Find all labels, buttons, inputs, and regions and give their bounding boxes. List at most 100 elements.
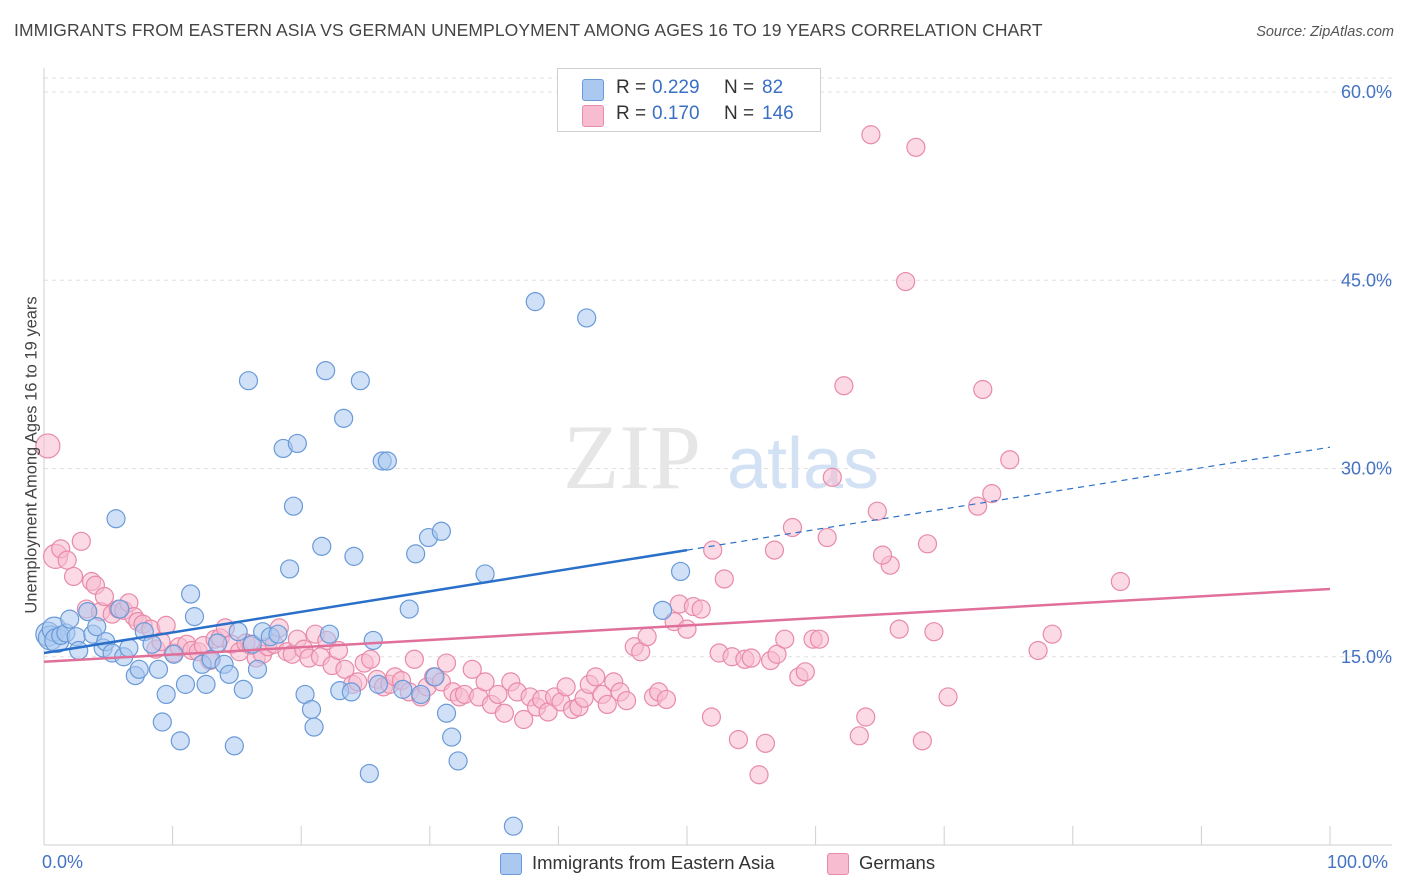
data-point: [494, 703, 514, 723]
data-point: [917, 534, 938, 554]
data-point: [335, 659, 355, 679]
legend-n-label: N =: [724, 77, 755, 98]
data-point: [196, 674, 216, 694]
axes: [43, 68, 1392, 846]
data-point: [656, 689, 677, 710]
data-point: [670, 561, 691, 582]
data-point: [129, 659, 149, 679]
data-point: [1028, 640, 1048, 661]
data-point: [268, 624, 288, 644]
legend-n-value: 146: [762, 103, 794, 124]
data-point: [714, 569, 734, 589]
data-point: [181, 584, 201, 604]
y-tick-label: 60.0%: [1341, 82, 1392, 102]
watermark-zip: ZIP: [563, 406, 701, 508]
trend-line-immigrants: [43, 548, 688, 655]
y-tick-label: 30.0%: [1341, 459, 1392, 479]
data-point: [341, 682, 361, 702]
data-point: [71, 531, 91, 551]
data-point: [94, 586, 115, 607]
legend-r-label: R =: [616, 77, 647, 98]
source-label: Source: ZipAtlas.com: [1256, 24, 1394, 40]
data-point: [411, 684, 431, 705]
data-point: [691, 599, 711, 619]
data-point: [152, 712, 172, 732]
series-immigrants-eastern-asia: [35, 292, 691, 836]
data-point: [319, 624, 340, 644]
data-point: [404, 649, 424, 669]
y-tick-labels: 15.0% 30.0% 45.0% 60.0%: [1341, 82, 1392, 667]
data-point: [856, 707, 876, 727]
data-point: [728, 729, 749, 750]
data-point: [63, 566, 84, 587]
y-tick-label: 15.0%: [1341, 647, 1392, 667]
data-point: [1000, 450, 1020, 470]
data-point: [238, 371, 259, 391]
chart-title: IMMIGRANTS FROM EASTERN ASIA VS GERMAN U…: [14, 20, 1043, 40]
data-point: [436, 703, 457, 723]
data-point: [755, 733, 776, 753]
legend-r-value: 0.229: [652, 77, 700, 98]
data-point: [156, 684, 176, 705]
legend-r-value: 0.170: [652, 103, 700, 124]
data-point: [872, 545, 893, 565]
legend-r-label: R =: [616, 103, 647, 124]
data-point: [448, 751, 468, 771]
data-point: [749, 765, 769, 785]
data-point: [106, 509, 126, 529]
data-point: [334, 408, 354, 428]
data-point: [795, 662, 815, 682]
data-point: [316, 361, 336, 381]
data-point: [616, 691, 637, 711]
y-axis-label: Unemployment Among Ages 16 to 19 years: [22, 296, 41, 614]
data-point: [425, 667, 445, 687]
data-point: [312, 536, 332, 556]
data-point: [597, 694, 617, 715]
data-point: [283, 496, 304, 516]
data-point: [442, 727, 462, 747]
data-point: [982, 484, 1002, 504]
data-point: [69, 640, 89, 661]
data-point: [170, 731, 190, 751]
data-point: [175, 674, 196, 694]
legend-swatch-pink: [827, 853, 849, 875]
data-point: [224, 736, 244, 756]
legend-n-value: 82: [762, 77, 784, 98]
data-point: [399, 599, 419, 619]
data-point: [906, 137, 926, 157]
data-point: [1110, 571, 1130, 592]
data-point: [1042, 624, 1062, 644]
data-point: [817, 527, 837, 548]
data-point: [377, 451, 397, 471]
data-point: [677, 619, 697, 639]
data-point: [767, 644, 787, 664]
data-point: [359, 763, 379, 784]
data-point: [968, 496, 988, 516]
data-point: [87, 617, 107, 637]
data-point: [834, 376, 854, 396]
data-point: [764, 540, 785, 560]
legend-swatch-pink: [582, 105, 604, 127]
data-point: [525, 292, 545, 312]
data-point: [867, 501, 887, 521]
data-point: [514, 709, 534, 730]
data-point: [586, 667, 606, 687]
data-point: [184, 607, 205, 627]
data-point: [475, 672, 495, 692]
data-point: [361, 649, 381, 669]
data-point: [938, 687, 958, 707]
legend-swatch-blue: [500, 853, 522, 875]
data-point: [60, 609, 80, 629]
data-point: [35, 433, 61, 459]
data-point: [219, 664, 239, 684]
data-point: [287, 433, 307, 454]
data-point: [406, 544, 426, 564]
data-point: [431, 521, 451, 541]
data-point: [488, 684, 508, 705]
legend-swatch-blue: [582, 79, 604, 101]
data-point: [652, 600, 673, 620]
correlation-legend: R = 0.229 N = 82 R = 0.170 N = 146: [557, 68, 821, 132]
legend-label-germans: Germans: [859, 852, 936, 873]
data-point: [924, 622, 944, 642]
data-point: [233, 679, 253, 699]
